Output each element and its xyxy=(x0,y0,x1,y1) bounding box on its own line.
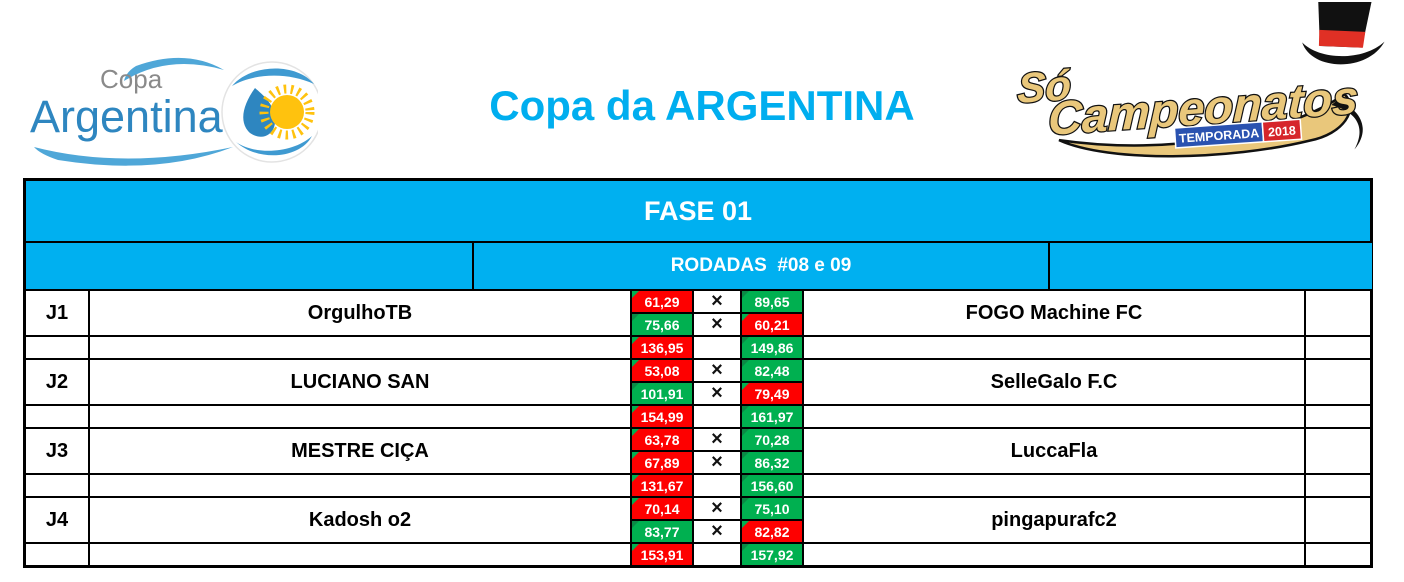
soccer-ball-icon xyxy=(221,61,318,163)
home-score-cell: 63,78 xyxy=(632,429,692,450)
away-team-cell: LuccaFla xyxy=(804,429,1304,473)
home-score-cell: 83,77 xyxy=(632,521,692,542)
away-team-cell: SelleGalo F.C xyxy=(804,360,1304,404)
spacer-cell xyxy=(90,475,630,496)
home-team-cell: Kadosh o2 xyxy=(90,498,630,542)
rodadas-left-cell xyxy=(26,243,472,289)
match-block: J1 OrgulhoTB 61,29 × 89,65 FOGO Machine … xyxy=(26,291,1370,358)
home-team-cell: LUCIANO SAN xyxy=(90,360,630,404)
home-score-cell: 61,29 xyxy=(632,291,692,312)
page-title: Copa da ARGENTINA xyxy=(489,82,915,129)
spacer-cell xyxy=(1306,337,1370,358)
spacer-cell xyxy=(804,475,1304,496)
spacer-cell xyxy=(1306,360,1370,404)
spacer-cell xyxy=(694,475,740,496)
vs-x-cell: × xyxy=(694,498,740,519)
spacer-cell xyxy=(694,406,740,427)
spacer-cell xyxy=(1306,544,1370,565)
home-score-cell: 70,14 xyxy=(632,498,692,519)
logo-so-text: Só xyxy=(1017,61,1072,112)
vs-x-cell: × xyxy=(694,314,740,335)
spacer-cell xyxy=(804,406,1304,427)
spacer-cell xyxy=(26,337,88,358)
copa-argentina-logo: Copa Argentina xyxy=(30,57,318,166)
so-campeonatos-logo: Só Campeonatos TEMPORADA 2018 xyxy=(1015,2,1385,158)
spacer-cell xyxy=(26,544,88,565)
match-label-cell: J3 xyxy=(26,429,88,473)
spacer-cell xyxy=(90,544,630,565)
vs-x-cell: × xyxy=(694,383,740,404)
wave-icon xyxy=(124,57,224,81)
fase-header-cell: FASE 01 xyxy=(26,181,1370,243)
sun-icon xyxy=(259,84,315,140)
spacer-cell xyxy=(804,544,1304,565)
home-team-cell: OrgulhoTB xyxy=(90,291,630,335)
temporada-badge: TEMPORADA 2018 xyxy=(1173,118,1303,149)
spacer-cell xyxy=(1306,291,1370,335)
rodadas-header-cell: RODADAS #08 e 09 xyxy=(474,243,1048,289)
logo-copa-text: Copa xyxy=(100,64,163,94)
swoosh-tail-icon xyxy=(1331,100,1363,150)
vs-x-cell: × xyxy=(694,452,740,473)
home-score-cell: 75,66 xyxy=(632,314,692,335)
away-score-cell: 79,49 xyxy=(742,383,802,404)
away-score-cell: 82,82 xyxy=(742,521,802,542)
away-team-cell: FOGO Machine FC xyxy=(804,291,1304,335)
wave-icon xyxy=(34,147,233,166)
home-score-cell: 67,89 xyxy=(632,452,692,473)
spacer-cell xyxy=(694,337,740,358)
home-score-cell: 53,08 xyxy=(632,360,692,381)
away-score-cell: 60,21 xyxy=(742,314,802,335)
match-block: J2 LUCIANO SAN 53,08 × 82,48 SelleGalo F… xyxy=(26,358,1370,427)
away-total-cell: 161,97 xyxy=(742,406,802,427)
rodadas-right-cell xyxy=(1050,243,1372,289)
spacer-cell xyxy=(804,337,1304,358)
away-score-cell: 89,65 xyxy=(742,291,802,312)
home-total-cell: 153,91 xyxy=(632,544,692,565)
spacer-cell xyxy=(26,475,88,496)
rodadas-header-row: RODADAS #08 e 09 xyxy=(26,243,1372,291)
spacer-cell xyxy=(1306,498,1370,542)
home-score-cell: 101,91 xyxy=(632,383,692,404)
vs-x-cell: × xyxy=(694,521,740,542)
match-block: J3 MESTRE CIÇA 63,78 × 70,28 LuccaFla 67… xyxy=(26,427,1370,496)
away-score-cell: 75,10 xyxy=(742,498,802,519)
page-header: Copa Argentina Copa da ARGENTINA Só Camp… xyxy=(0,0,1404,178)
away-score-cell: 86,32 xyxy=(742,452,802,473)
home-total-cell: 154,99 xyxy=(632,406,692,427)
home-total-cell: 136,95 xyxy=(632,337,692,358)
spacer-cell xyxy=(1306,406,1370,427)
tournament-table: FASE 01 RODADAS #08 e 09 J1 OrgulhoTB 61… xyxy=(23,178,1373,568)
away-total-cell: 149,86 xyxy=(742,337,802,358)
match-label-cell: J2 xyxy=(26,360,88,404)
badge-year-text: 2018 xyxy=(1268,124,1297,140)
home-team-cell: MESTRE CIÇA xyxy=(90,429,630,473)
away-total-cell: 156,60 xyxy=(742,475,802,496)
spacer-cell xyxy=(1306,475,1370,496)
spacer-cell xyxy=(90,406,630,427)
away-score-cell: 82,48 xyxy=(742,360,802,381)
top-hat-icon xyxy=(1302,2,1385,65)
match-label-cell: J1 xyxy=(26,291,88,335)
vs-x-cell: × xyxy=(694,429,740,450)
spacer-cell xyxy=(1306,429,1370,473)
vs-x-cell: × xyxy=(694,291,740,312)
spacer-cell xyxy=(26,406,88,427)
away-score-cell: 70,28 xyxy=(742,429,802,450)
spacer-cell xyxy=(90,337,630,358)
match-block: J4 Kadosh o2 70,14 × 75,10 pingapurafc2 … xyxy=(26,496,1370,565)
spacer-cell xyxy=(694,544,740,565)
badge-temporada-text: TEMPORADA xyxy=(1178,126,1259,146)
vs-x-cell: × xyxy=(694,360,740,381)
match-label-cell: J4 xyxy=(26,498,88,542)
away-total-cell: 157,92 xyxy=(742,544,802,565)
home-total-cell: 131,67 xyxy=(632,475,692,496)
away-team-cell: pingapurafc2 xyxy=(804,498,1304,542)
logo-argentina-text: Argentina xyxy=(30,91,224,142)
